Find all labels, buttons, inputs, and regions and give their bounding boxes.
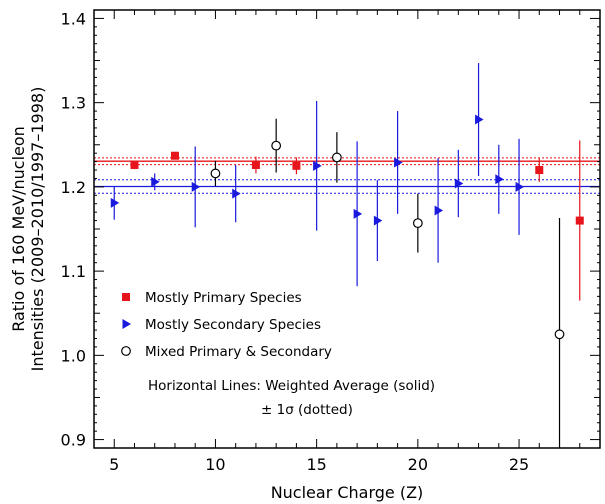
data-point-s0-p0 [130, 160, 139, 169]
y-tick-label: 0.9 [61, 431, 86, 450]
data-point-s1-p8 [434, 205, 444, 216]
y-axis-label: Ratio of 160 MeV/nucleon Intensities (20… [9, 87, 47, 372]
y-axis-label-line1: Ratio of 160 MeV/nucleon [9, 126, 28, 332]
reference-lines [94, 157, 600, 194]
data-point-s1-p4 [313, 160, 322, 171]
y-axis-label-line2: Intensities (2009–2010/1997–1998) [28, 87, 47, 372]
data-point-s1-p7 [394, 157, 403, 168]
data-point-s1-p6 [373, 215, 383, 226]
data-point-s2-p0 [210, 168, 221, 179]
axis-ticks [94, 10, 600, 448]
data-point-s1-p11 [495, 174, 504, 185]
annotation-weighted-average: Horizontal Lines: Weighted Average (soli… [148, 378, 435, 394]
y-tick-label: 1.1 [61, 262, 86, 281]
y-tick-label: 1.0 [61, 346, 86, 365]
data-markers [110, 114, 584, 340]
legend: Mostly Primary Species Mostly Secondary … [121, 290, 332, 360]
legend-marker [122, 293, 130, 301]
legend-marker-secondary [122, 319, 131, 329]
data-point-s0-p1 [170, 151, 179, 160]
legend-label-primary: Mostly Primary Species [145, 290, 302, 306]
data-point-s1-p0 [110, 197, 120, 208]
data-point-s1-p9 [454, 178, 464, 189]
data-point-s2-p1 [271, 140, 282, 151]
x-tick-label: 20 [408, 455, 428, 474]
legend-marker-primary [122, 293, 130, 301]
data-point-s1-p5 [353, 208, 363, 219]
y-tick-label: 1.3 [61, 94, 86, 113]
x-tick-label: 5 [109, 455, 119, 474]
legend-label-mixed: Mixed Primary & Secondary [145, 344, 332, 360]
data-point-s1-p10 [475, 114, 484, 125]
annotation-sigma: ± 1σ (dotted) [261, 402, 353, 418]
x-tick-label: 25 [509, 455, 529, 474]
data-point-s1-p12 [515, 181, 525, 192]
x-tick-label: 15 [306, 455, 326, 474]
legend-marker [122, 319, 131, 329]
data-point-s2-p4 [554, 329, 565, 340]
y-tick-label: 1.2 [61, 178, 86, 197]
data-point-s0-p5 [575, 216, 584, 225]
x-axis-label: Nuclear Charge (Z) [271, 483, 424, 502]
data-point-s1-p3 [232, 188, 241, 199]
data-point-s0-p2 [251, 160, 260, 169]
legend-label-secondary: Mostly Secondary Species [145, 317, 321, 333]
data-point-s2-p2 [331, 152, 342, 163]
data-point-s1-p1 [151, 176, 160, 187]
data-point-s2-p3 [412, 218, 423, 229]
data-point-s0-p3 [292, 161, 301, 170]
x-tick-label: 10 [205, 455, 225, 474]
y-tick-label: 1.4 [61, 9, 86, 28]
axis-tick-labels: 5 10 15 20 25 0.9 1.0 1.1 1.2 1.3 1.4 [61, 9, 530, 474]
data-point-s0-p4 [535, 166, 544, 175]
data-point-s1-p2 [191, 181, 201, 192]
legend-marker-mixed [121, 346, 131, 356]
legend-marker [121, 346, 131, 356]
